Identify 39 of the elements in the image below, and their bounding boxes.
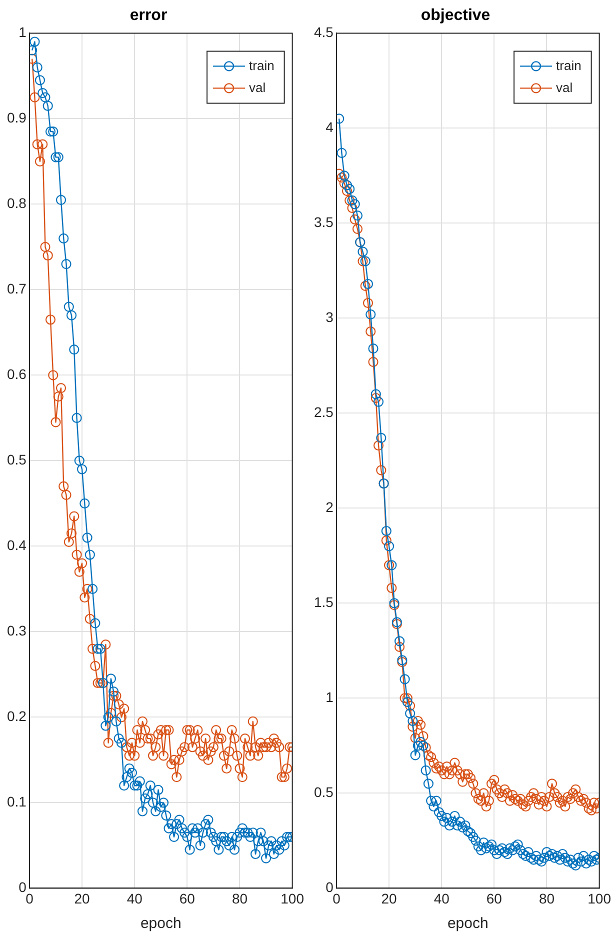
y-tick-label: 4.5: [314, 24, 334, 40]
x-tick-label: 40: [434, 890, 450, 906]
y-tick-label: 0.7: [6, 280, 27, 297]
y-tick-label: 1: [18, 24, 27, 40]
y-tick-label: 0.9: [6, 110, 27, 126]
x-tick-label: 80: [538, 890, 555, 906]
x-tick-label: 100: [588, 890, 612, 906]
y-tick-label: 0.5: [314, 784, 334, 800]
x-axis-title: epoch: [140, 915, 182, 932]
y-tick-label: 0.4: [6, 537, 27, 554]
x-tick-label: 40: [126, 890, 143, 906]
x-tick-label: 80: [232, 890, 248, 906]
chart-title: error: [130, 7, 168, 24]
legend-label: train: [556, 58, 582, 73]
y-tick-label: 0.8: [6, 195, 27, 212]
y-tick-label: 0.5: [6, 452, 27, 468]
x-tick-label: 20: [381, 890, 398, 906]
chart-title: objective: [420, 7, 490, 24]
y-tick-label: 3.5: [314, 214, 334, 230]
y-tick-label: 0.1: [6, 794, 27, 810]
legend-label: train: [249, 58, 274, 73]
y-tick-label: 2.5: [314, 404, 334, 420]
y-tick-label: 4: [326, 119, 334, 136]
y-tick-label: 0: [18, 879, 27, 896]
x-tick-label: 100: [280, 890, 304, 906]
y-tick-label: 1: [326, 689, 334, 706]
x-tick-label: 20: [74, 890, 90, 906]
y-tick-label: 1.5: [314, 594, 334, 610]
legend-label: val: [249, 80, 266, 95]
x-axis-title: epoch: [447, 915, 488, 932]
x-tick-label: 60: [179, 890, 196, 906]
x-tick-label: 60: [486, 890, 502, 906]
legend-label: val: [556, 80, 573, 95]
y-tick-label: 0: [326, 879, 334, 896]
y-tick-label: 3: [326, 309, 334, 326]
y-tick-label: 0.3: [6, 622, 27, 639]
y-tick-label: 2: [326, 499, 334, 516]
y-tick-label: 0.2: [6, 708, 27, 724]
y-tick-label: 0.6: [6, 366, 27, 382]
